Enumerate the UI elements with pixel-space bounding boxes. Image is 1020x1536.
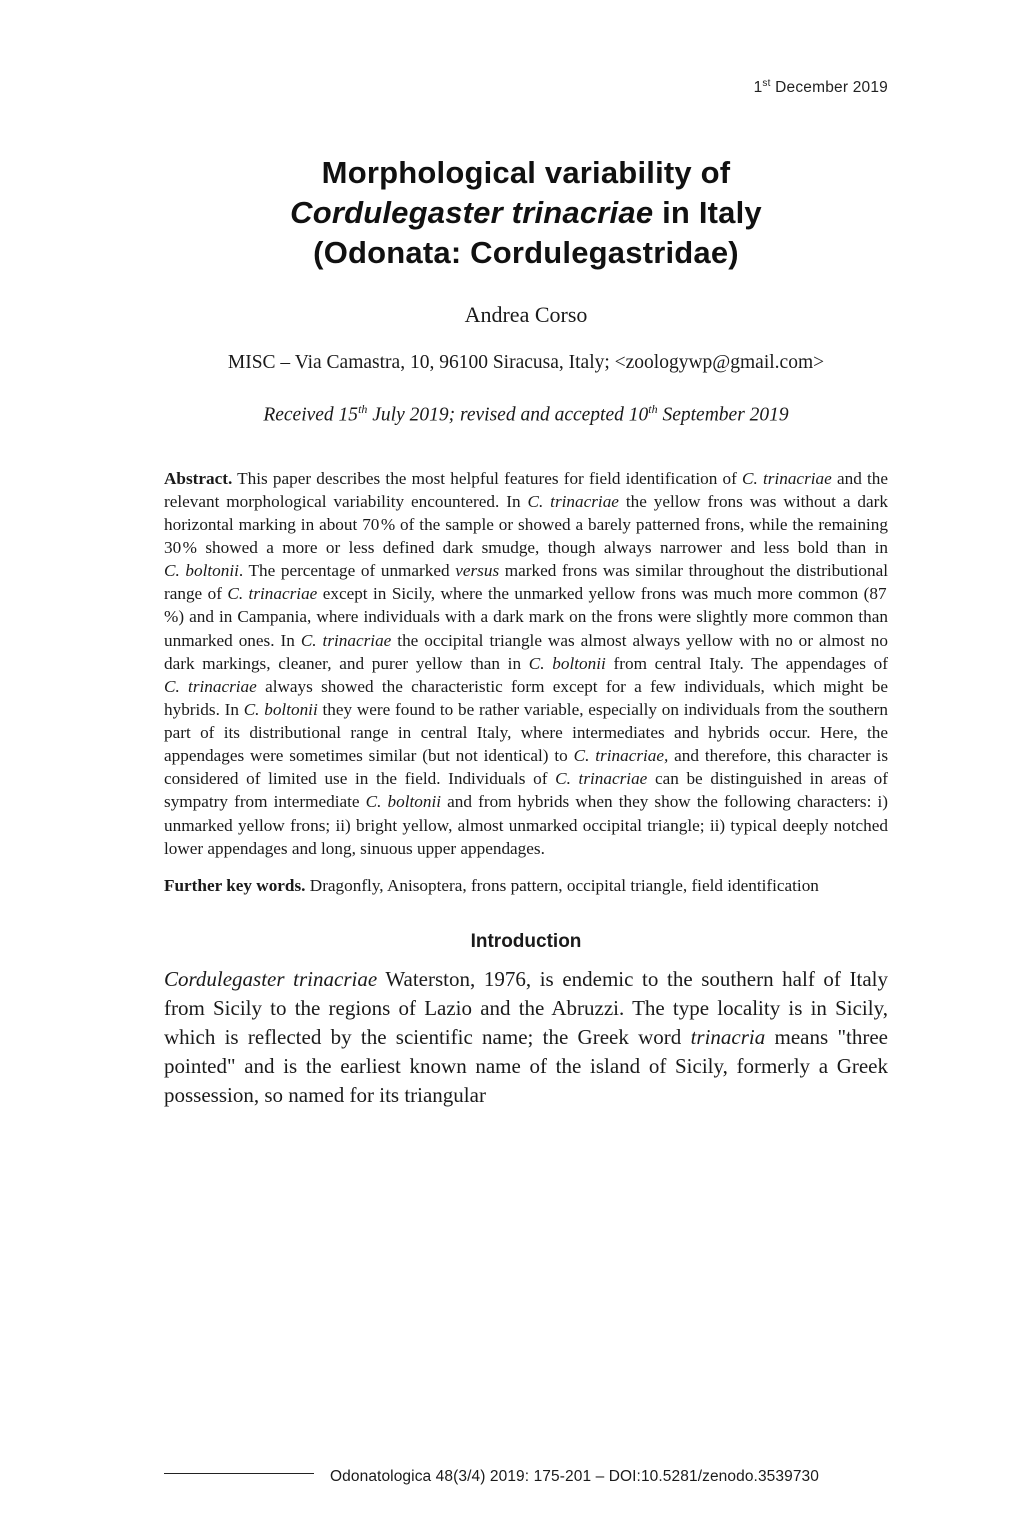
body-paragraph-1: Cordulegaster trinacriae Waterston, 1976…	[164, 965, 888, 1110]
section-heading-introduction: Introduction	[164, 931, 888, 953]
title-line-2: Cordulegaster trinacriae in Italy	[290, 195, 762, 230]
title-line-1: Morphological variability of	[322, 155, 731, 190]
abstract-label: Abstract.	[164, 469, 232, 488]
footer-citation: Odonatologica 48(3/4) 2019: 175-201 – DO…	[330, 1468, 819, 1485]
keywords-label: Further key words.	[164, 876, 305, 895]
article-title: Morphological variability of Cordulegast…	[164, 153, 888, 272]
author-affiliation: MISC – Via Camastra, 10, 96100 Siracusa,…	[164, 352, 888, 374]
footer-rule	[164, 1473, 314, 1474]
page-footer: Odonatologica 48(3/4) 2019: 175-201 – DO…	[164, 1468, 888, 1486]
title-line-3: (Odonata: Cordulegastridae)	[313, 235, 739, 270]
keywords-text: Dragonfly, Anisoptera, frons pattern, oc…	[310, 876, 819, 895]
received-dates: Received 15th July 2019; revised and acc…	[164, 402, 888, 427]
abstract-text: This paper describes the most helpful fe…	[164, 469, 888, 858]
publication-date: 1st December 2019	[164, 78, 888, 97]
keywords-block: Further key words. Dragonfly, Anisoptera…	[164, 874, 888, 897]
author-name: Andrea Corso	[164, 302, 888, 328]
abstract-block: Abstract. This paper describes the most …	[164, 467, 888, 860]
